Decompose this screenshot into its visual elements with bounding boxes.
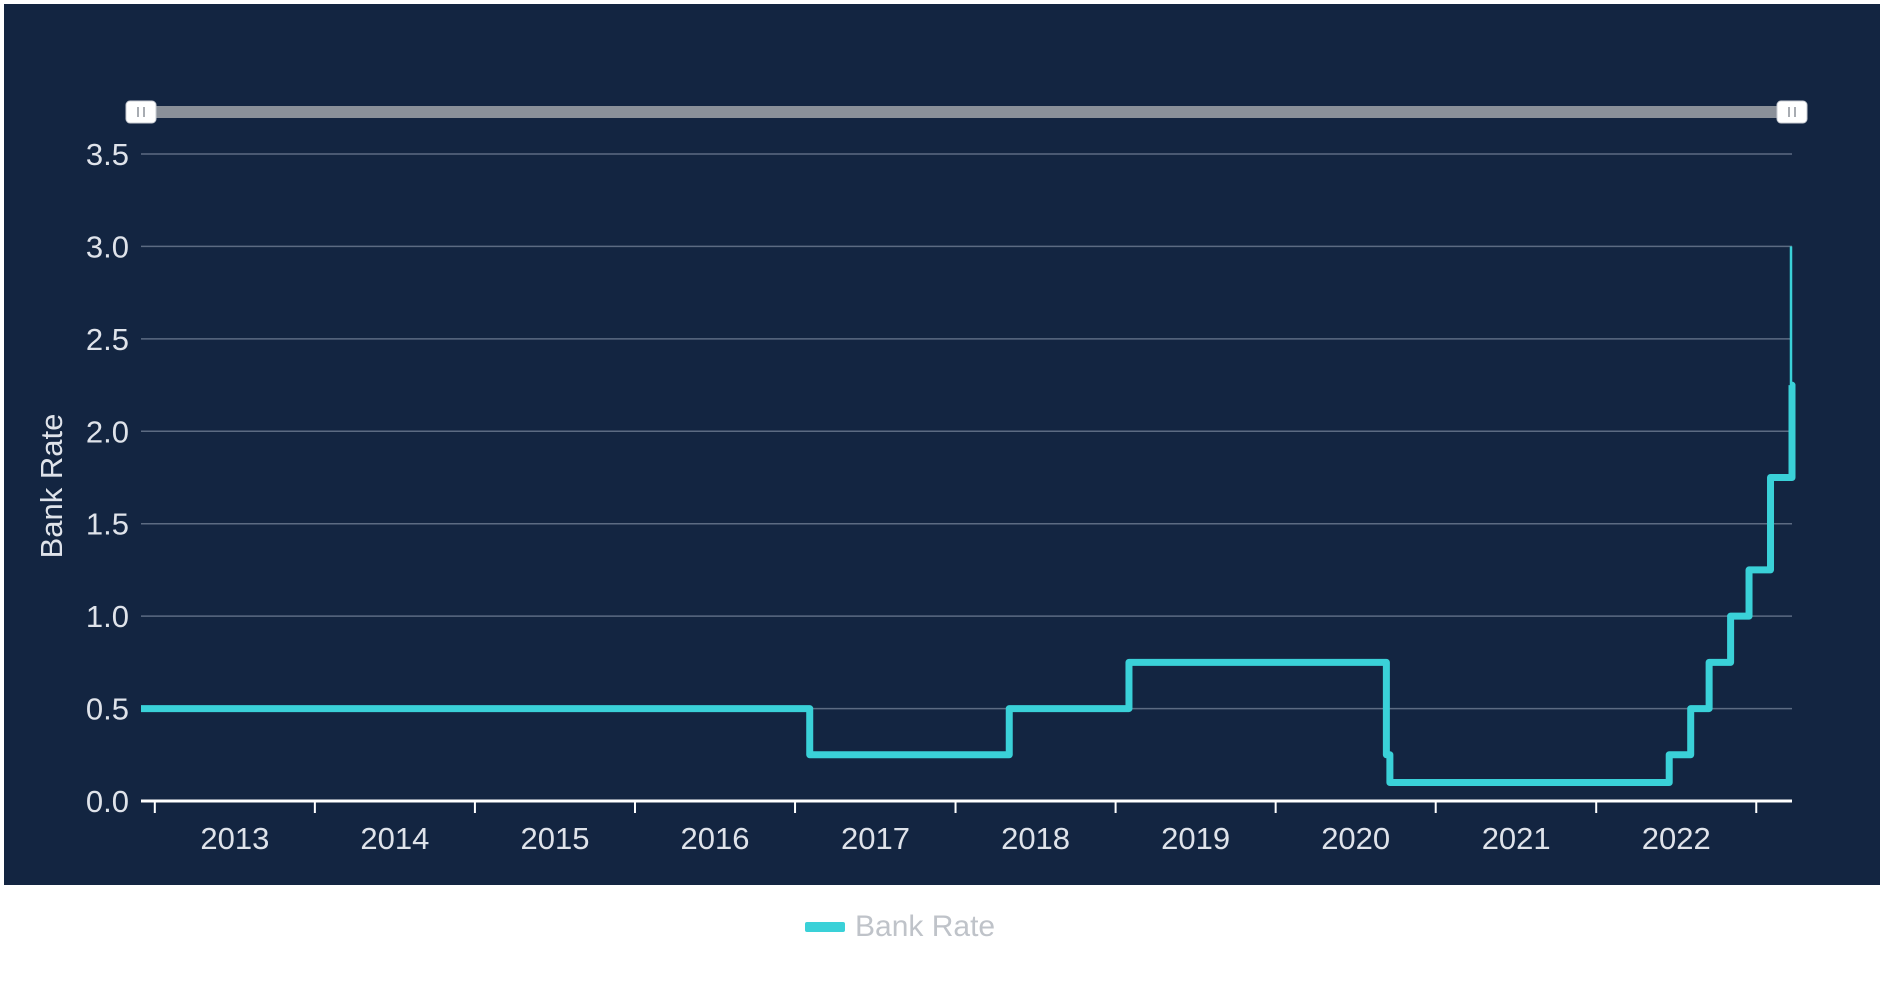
y-axis: 0.0 0.5 1.0 1.5 2.0 2.5 3.0 3.5 — [86, 137, 129, 819]
x-tick-label: 2015 — [520, 821, 589, 856]
grip-lines-icon — [137, 107, 145, 117]
y-tick-label: 0.0 — [86, 784, 129, 819]
legend-label: Bank Rate — [855, 910, 996, 943]
navigator-right-handle[interactable] — [1776, 100, 1808, 124]
navigator-track[interactable] — [141, 106, 1792, 118]
y-tick-label: 2.0 — [86, 414, 129, 449]
x-tick-label: 2018 — [1001, 821, 1070, 856]
chart-svg: 2013 2014 2015 2016 2017 2018 2019 2020 2021 2022… — [34, 100, 1808, 856]
x-axis: 2013 2014 2015 2016 2017 2018 2019 2020 2021 2022 — [141, 799, 1792, 856]
y-tick-label: 2.5 — [86, 322, 129, 357]
grid-lines — [141, 153, 1792, 710]
x-tick-label: 2021 — [1482, 821, 1551, 856]
range-navigator[interactable] — [125, 100, 1808, 124]
x-tick-label: 2017 — [841, 821, 910, 856]
y-tick-label: 3.5 — [86, 137, 129, 172]
series-line-bank-rate — [141, 381, 1796, 787]
navigator-left-handle[interactable] — [125, 100, 157, 124]
x-tick-label: 2020 — [1321, 821, 1390, 856]
y-axis-title: Bank Rate — [34, 414, 69, 559]
y-tick-label: 1.5 — [86, 507, 129, 542]
x-tick-label: 2013 — [200, 821, 269, 856]
y-tick-label: 3.0 — [86, 229, 129, 264]
legend-item-bank-rate[interactable]: Bank Rate — [805, 910, 995, 944]
y-tick-label: 1.0 — [86, 599, 129, 634]
y-tick-label: 0.5 — [86, 692, 129, 727]
x-tick-label: 2022 — [1642, 821, 1711, 856]
x-tick-label: 2014 — [360, 821, 429, 856]
series-layer — [141, 246, 1796, 787]
x-tick-label: 2016 — [681, 821, 750, 856]
legend-swatch — [805, 922, 845, 932]
grip-lines-icon — [1788, 107, 1796, 117]
chart-panel: 2013 2014 2015 2016 2017 2018 2019 2020 2021 2022… — [4, 4, 1880, 885]
x-tick-label: 2019 — [1161, 821, 1230, 856]
